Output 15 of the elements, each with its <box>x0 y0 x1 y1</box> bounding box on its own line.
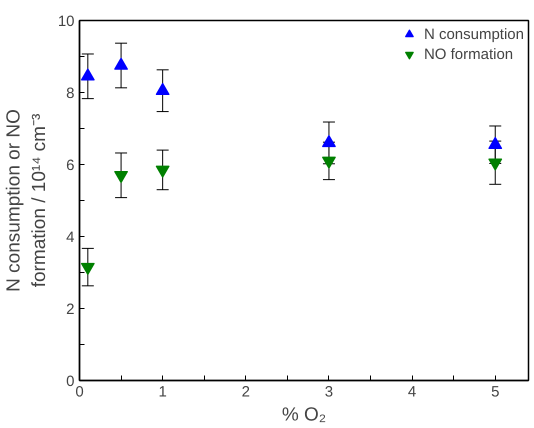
x-tick-label: 1 <box>158 384 167 400</box>
x-tick-label: 2 <box>242 384 250 400</box>
y-tick-label: 10 <box>58 13 75 30</box>
x-axis-title: % O₂ <box>282 404 326 426</box>
y-tick-label: 4 <box>66 229 74 246</box>
legend-label: N consumption <box>424 26 524 42</box>
legend-label: NO formation <box>424 46 514 62</box>
y-tick-label: 6 <box>66 157 74 174</box>
y-tick-label: 0 <box>66 373 74 390</box>
y-axis-title: N consumption or NO formation / 10¹⁴ cm⁻³ <box>4 109 50 292</box>
x-tick-label: 3 <box>324 384 334 400</box>
x-tick-label: 5 <box>491 384 500 400</box>
y-tick-label: 8 <box>66 85 74 102</box>
x-tick-label: 4 <box>408 384 416 400</box>
y-tick-label: 2 <box>66 301 74 318</box>
